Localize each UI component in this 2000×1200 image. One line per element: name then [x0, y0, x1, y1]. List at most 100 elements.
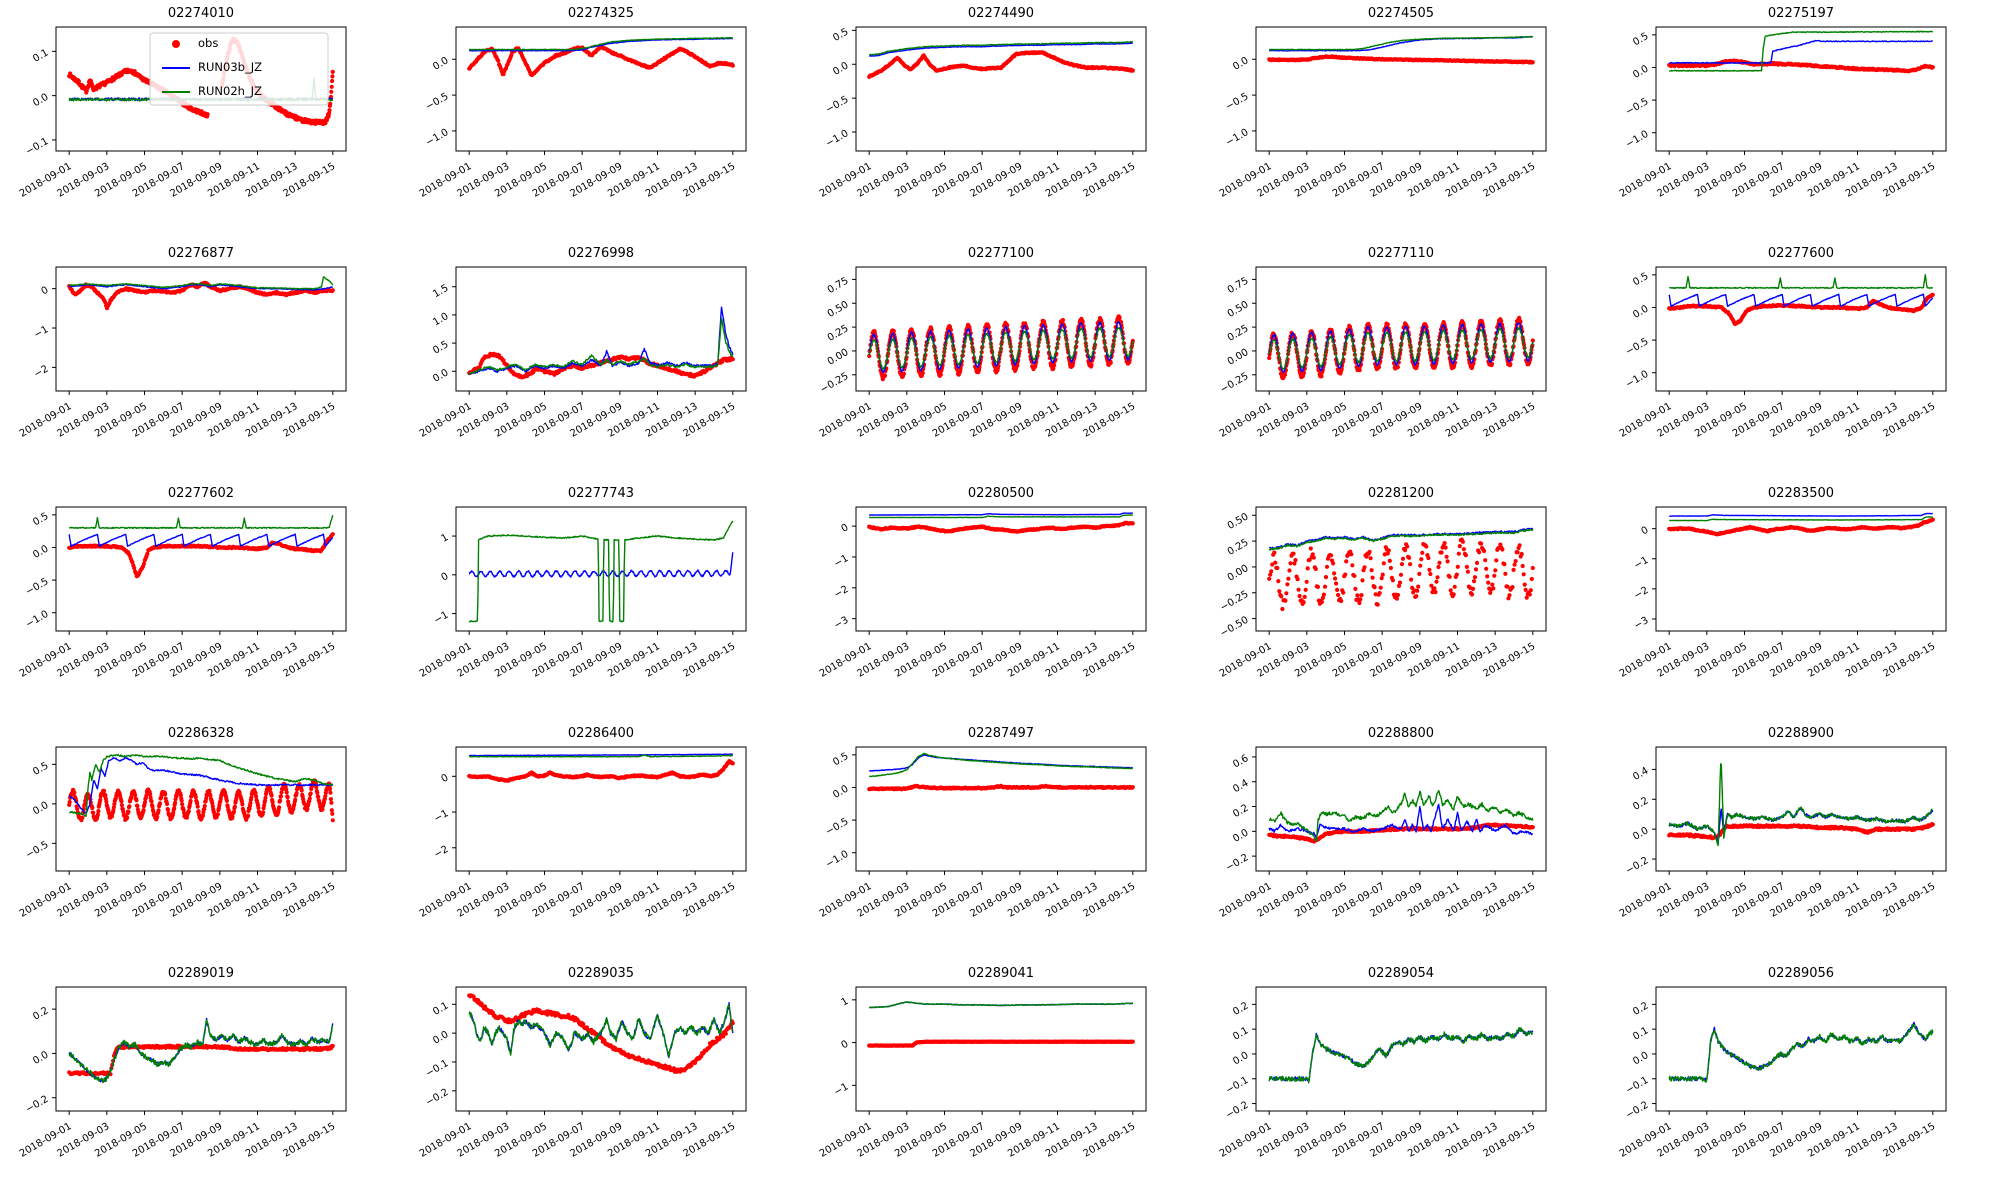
- subplot-title: 02276998: [568, 246, 634, 261]
- subplot-02277602: 022776020.50.0−0.5−1.02018-09-012018-09-…: [18, 486, 347, 680]
- axes-frame: [1255, 266, 1547, 392]
- subplot-02274505: 022745050.0−0.5−1.02018-09-012018-09-032…: [1218, 6, 1547, 200]
- axes-frame: [1255, 26, 1547, 152]
- model-line-RUN03b_JZ: [468, 552, 734, 578]
- axes-frame: [55, 506, 347, 632]
- y-tick-label: −0.5: [1624, 96, 1651, 118]
- subplot-title: 02277600: [1768, 246, 1834, 261]
- model-line-RUN02h_JZ: [468, 317, 734, 376]
- y-tick-label: 0.0: [431, 55, 450, 72]
- series-group: [1267, 527, 1535, 612]
- subplot-02276998: 022769981.51.00.50.02018-09-012018-09-03…: [418, 246, 747, 440]
- y-tick-label: −0.50: [1218, 615, 1250, 640]
- legend-obs-marker-icon: [172, 40, 180, 48]
- obs-dot: [1324, 564, 1330, 569]
- obs-dot: [1930, 65, 1935, 70]
- obs-dot: [1089, 362, 1094, 368]
- obs-dot: [1307, 557, 1312, 562]
- y-tick-label: 0.00: [1226, 347, 1251, 368]
- subplot-02274010: 022740100.10.0−0.12018-09-012018-09-0320…: [18, 6, 347, 200]
- y-tick-label: 0.0: [831, 60, 850, 77]
- y-tick-label: 0.1: [31, 47, 50, 64]
- axes-frame: [1655, 26, 1947, 152]
- y-tick-label: 0.50: [1226, 299, 1251, 320]
- obs-dot: [1282, 372, 1288, 377]
- obs-dot: [103, 300, 108, 305]
- obs-dot: [327, 108, 332, 113]
- obs-dot: [1308, 546, 1313, 551]
- obs-dot: [1293, 558, 1298, 563]
- y-tick-label: −1.0: [1624, 129, 1651, 151]
- obs-dot: [1285, 582, 1290, 587]
- y-tick-label: −0.5: [424, 91, 451, 113]
- subplot-title: 02277100: [968, 246, 1034, 261]
- subplot-title: 02281200: [1368, 486, 1434, 501]
- model-line-RUN02h_JZ: [869, 41, 1134, 56]
- obs-dot: [1319, 374, 1324, 379]
- subplot-title: 02277743: [568, 486, 634, 501]
- subplot-title: 02274490: [968, 6, 1034, 21]
- obs-dot: [328, 101, 333, 106]
- y-tick-label: 0.75: [826, 275, 851, 296]
- y-tick-label: 0: [439, 571, 450, 584]
- subplot-02280500: 022805000−1−2−32018-09-012018-09-032018-…: [818, 486, 1147, 680]
- obs-dot: [132, 565, 137, 571]
- model-line-RUN02h_JZ: [68, 515, 334, 530]
- obs-dot: [205, 112, 210, 117]
- y-tick-label: 0.5: [831, 26, 850, 43]
- axes-frame: [455, 506, 747, 632]
- y-tick-label: 1.0: [431, 311, 450, 328]
- subplot-title: 02280500: [968, 486, 1034, 501]
- obs-dot: [1302, 594, 1307, 599]
- obs-dot: [329, 89, 334, 94]
- obs-dot: [1320, 595, 1325, 600]
- y-tick-label: −0.5: [1224, 91, 1251, 113]
- obs-dot: [1328, 553, 1334, 558]
- y-tick-label: 0.5: [1631, 31, 1650, 48]
- obs-dot: [730, 357, 735, 362]
- obs-dot: [1311, 555, 1316, 560]
- subplot-02276877: 022768770−1−22018-09-012018-09-032018-09…: [18, 246, 347, 440]
- obs-dot: [882, 373, 888, 378]
- y-tick-label: 0.0: [1231, 55, 1250, 72]
- series-group: [867, 512, 1135, 534]
- y-tick-label: 0.00: [1226, 563, 1251, 584]
- legend-label: RUN03b_JZ: [198, 60, 262, 74]
- model-line-RUN02h_JZ: [869, 514, 1133, 519]
- y-tick-label: 0.25: [826, 323, 851, 344]
- obs-dot: [1297, 593, 1302, 599]
- obs-dot: [1130, 68, 1135, 73]
- obs-dot: [1295, 577, 1300, 582]
- model-line-RUN02h_JZ: [1669, 274, 1934, 290]
- model-line-RUN02h_JZ: [469, 36, 733, 51]
- y-tick-label: −1.0: [24, 609, 51, 631]
- axes-frame: [55, 26, 347, 152]
- obs-dot: [1508, 362, 1513, 367]
- y-tick-label: −1.0: [1624, 369, 1651, 391]
- obs-dot: [1269, 569, 1274, 574]
- obs-dot: [1280, 606, 1285, 612]
- axes-frame: [855, 506, 1147, 632]
- y-tick-label: 0: [839, 522, 850, 535]
- obs-dot: [938, 372, 943, 377]
- obs-dot: [1310, 552, 1315, 557]
- model-line-RUN02h_JZ: [1268, 327, 1534, 370]
- obs-dot: [330, 69, 335, 74]
- subplot-02275197: 022751970.50.0−0.5−1.02018-09-012018-09-…: [1618, 6, 1947, 200]
- model-line-RUN03b_JZ: [1668, 293, 1934, 308]
- obs-dot: [1283, 598, 1288, 603]
- y-tick-label: 0.75: [1226, 275, 1251, 296]
- obs-dot: [1291, 551, 1296, 556]
- subplot-title: 02277602: [168, 486, 234, 501]
- y-tick-label: −0.25: [1218, 371, 1250, 396]
- obs-dot: [1276, 579, 1281, 584]
- subplot-02277110: 022771100.750.500.250.00−0.252018-09-012…: [1218, 246, 1547, 440]
- obs-dot: [1385, 322, 1390, 327]
- axes-frame: [1255, 506, 1547, 632]
- model-line-RUN03b_JZ: [868, 42, 1133, 57]
- model-line-RUN02h_JZ: [868, 326, 1134, 370]
- axes-frame: [455, 266, 747, 392]
- obs-dot: [1296, 587, 1301, 592]
- subplot-title: 02277110: [1368, 246, 1434, 261]
- obs-dot: [1930, 292, 1935, 297]
